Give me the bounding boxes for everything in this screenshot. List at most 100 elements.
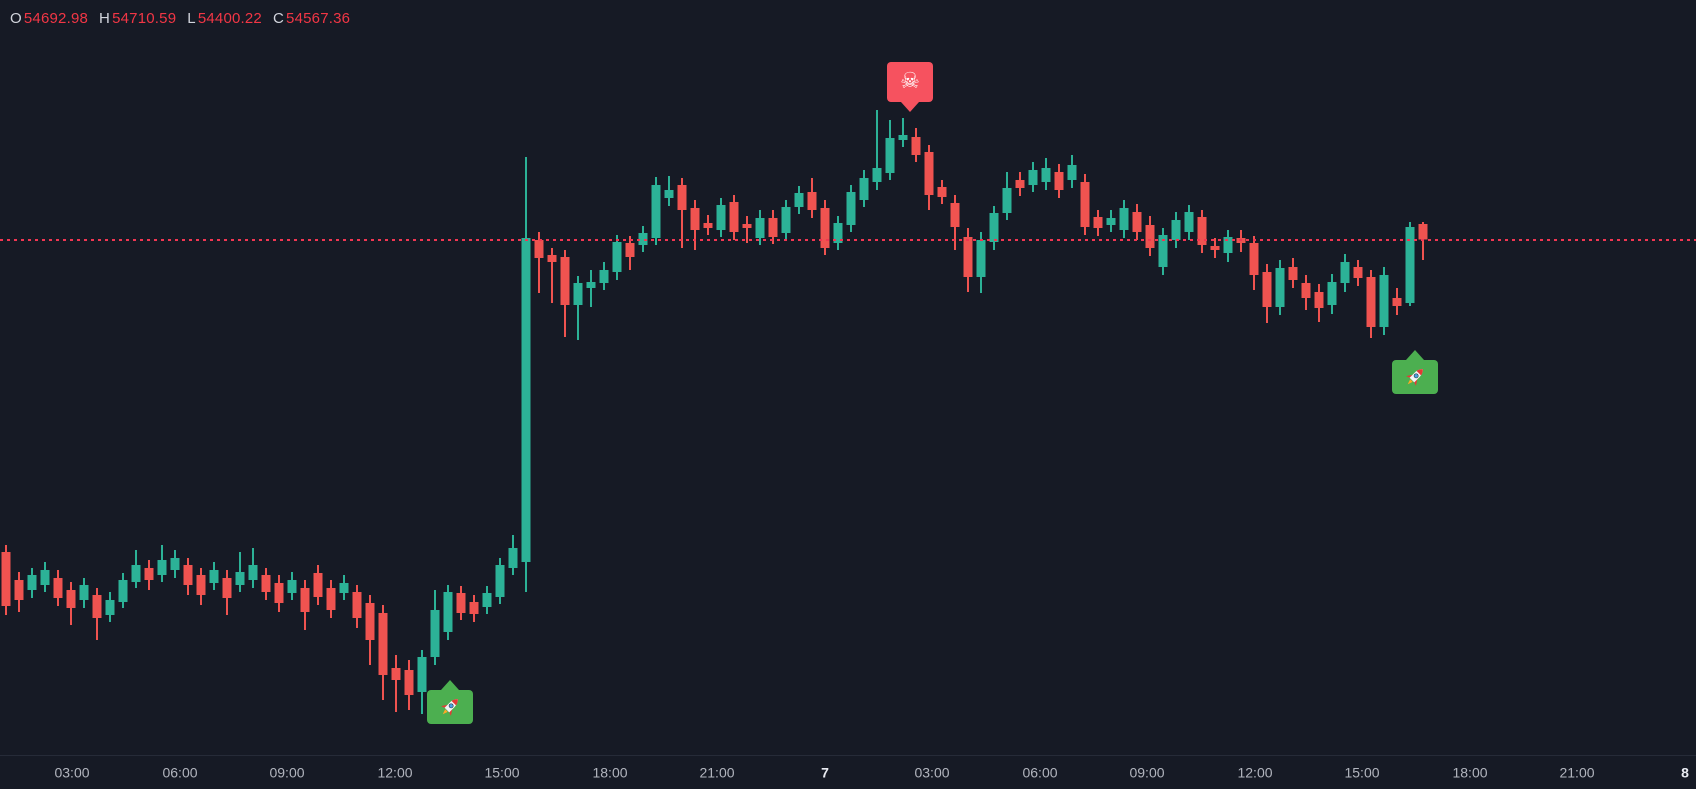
close-label: C bbox=[273, 10, 284, 27]
candle-wick bbox=[395, 655, 397, 712]
time-axis[interactable]: 03:0006:0009:0012:0015:0018:0021:00703:0… bbox=[0, 755, 1696, 789]
candle-down bbox=[1081, 182, 1090, 227]
candle-up bbox=[132, 565, 141, 582]
time-axis-label: 18:00 bbox=[1452, 764, 1487, 780]
candle-up bbox=[899, 135, 908, 140]
candle-down bbox=[223, 578, 232, 598]
candle-down bbox=[561, 257, 570, 305]
time-axis-label: 15:00 bbox=[484, 764, 519, 780]
candle-up bbox=[977, 240, 986, 277]
candle-down bbox=[1198, 217, 1207, 245]
candle-down bbox=[2, 552, 11, 606]
candle-up bbox=[574, 283, 583, 305]
candle-down bbox=[275, 583, 284, 603]
candle-down bbox=[1133, 212, 1142, 232]
rocket-icon bbox=[1402, 364, 1428, 390]
candle-down bbox=[1393, 298, 1402, 306]
candle-down bbox=[15, 580, 24, 600]
time-axis-label: 18:00 bbox=[592, 764, 627, 780]
ohlc-close: C 54567.36 bbox=[273, 10, 350, 27]
time-axis-label: 12:00 bbox=[377, 764, 412, 780]
time-axis-label: 09:00 bbox=[1129, 764, 1164, 780]
candle-down bbox=[548, 255, 557, 262]
rocket-marker[interactable] bbox=[427, 690, 473, 724]
candle-up bbox=[860, 178, 869, 200]
ohlc-open: O 54692.98 bbox=[10, 10, 88, 27]
candle-up bbox=[1380, 275, 1389, 327]
rocket-marker[interactable] bbox=[1392, 360, 1438, 394]
time-axis-label: 21:00 bbox=[699, 764, 734, 780]
candle-wick bbox=[590, 270, 592, 307]
candle-up bbox=[1003, 188, 1012, 213]
death-marker[interactable]: ☠ bbox=[887, 62, 933, 102]
candle-up bbox=[483, 593, 492, 607]
close-value: 54567.36 bbox=[286, 10, 350, 27]
candle-down bbox=[730, 202, 739, 232]
low-label: L bbox=[187, 10, 196, 27]
candle-up bbox=[41, 570, 50, 585]
candle-up bbox=[80, 585, 89, 600]
candle-up bbox=[1328, 282, 1337, 305]
high-value: 54710.59 bbox=[112, 10, 176, 27]
candle-down bbox=[1302, 283, 1311, 298]
time-axis-label: 09:00 bbox=[269, 764, 304, 780]
time-axis-label: 03:00 bbox=[914, 764, 949, 780]
time-axis-label: 12:00 bbox=[1237, 764, 1272, 780]
candle-up bbox=[886, 138, 895, 173]
candle-up bbox=[1042, 168, 1051, 182]
time-axis-label: 06:00 bbox=[1022, 764, 1057, 780]
candle-down bbox=[327, 588, 336, 610]
candle-up bbox=[288, 580, 297, 593]
candle-down bbox=[379, 613, 388, 675]
time-axis-label: 06:00 bbox=[162, 764, 197, 780]
candle-down bbox=[93, 595, 102, 618]
rocket-icon bbox=[437, 694, 463, 720]
candle-wick bbox=[902, 118, 904, 147]
candle-down bbox=[1146, 225, 1155, 248]
candle-down bbox=[392, 668, 401, 680]
candle-up bbox=[600, 270, 609, 283]
low-value: 54400.22 bbox=[198, 10, 262, 27]
candle-down bbox=[353, 592, 362, 618]
candle-down bbox=[925, 152, 934, 195]
candle-up bbox=[795, 193, 804, 207]
candle-down bbox=[54, 578, 63, 598]
candle-down bbox=[1211, 246, 1220, 250]
time-axis-day-label: 8 bbox=[1681, 764, 1689, 780]
candle-down bbox=[769, 218, 778, 237]
candle-down bbox=[301, 588, 310, 612]
candle-down bbox=[67, 590, 76, 608]
candle-up bbox=[665, 190, 674, 198]
candle-up bbox=[431, 610, 440, 657]
candle-down bbox=[964, 237, 973, 277]
candle-down bbox=[821, 208, 830, 248]
candle-down bbox=[1250, 243, 1259, 275]
candle-up bbox=[444, 592, 453, 632]
candle-down bbox=[704, 223, 713, 228]
candle-up bbox=[1120, 208, 1129, 230]
candle-down bbox=[197, 575, 206, 595]
candle-up bbox=[171, 558, 180, 570]
candle-down bbox=[808, 192, 817, 210]
candle-up bbox=[418, 657, 427, 692]
candle-down bbox=[535, 240, 544, 258]
price-line bbox=[0, 239, 1696, 241]
candle-down bbox=[1016, 180, 1025, 188]
high-label: H bbox=[99, 10, 110, 27]
candle-up bbox=[340, 583, 349, 593]
candle-up bbox=[236, 572, 245, 585]
candle-up bbox=[847, 192, 856, 225]
candle-up bbox=[119, 580, 128, 602]
candles-layer bbox=[0, 0, 1696, 755]
candle-up bbox=[158, 560, 167, 575]
candle-up bbox=[106, 600, 115, 615]
candle-up bbox=[587, 282, 596, 288]
candle-up bbox=[873, 168, 882, 182]
time-axis-day-label: 7 bbox=[821, 764, 829, 780]
skull-crossbones-icon: ☠ bbox=[900, 71, 920, 93]
candlestick-chart[interactable]: ☠ bbox=[0, 0, 1696, 755]
candle-up bbox=[717, 205, 726, 230]
candle-down bbox=[262, 575, 271, 592]
candle-down bbox=[743, 224, 752, 228]
candle-down bbox=[1419, 224, 1428, 239]
